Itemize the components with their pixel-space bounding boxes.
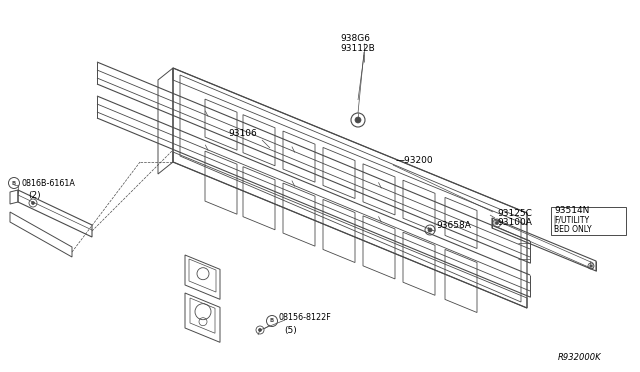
Text: 93112B: 93112B — [340, 44, 375, 52]
Circle shape — [495, 221, 499, 224]
Text: 93658A: 93658A — [436, 221, 471, 230]
Text: 938G6: 938G6 — [340, 33, 370, 42]
Text: B: B — [12, 180, 16, 186]
Text: (2): (2) — [28, 190, 40, 199]
FancyBboxPatch shape — [551, 207, 626, 235]
Text: —93200: —93200 — [396, 155, 434, 164]
Text: 93125C: 93125C — [497, 208, 532, 218]
Text: 0816B-6161A: 0816B-6161A — [21, 179, 75, 187]
Circle shape — [259, 328, 262, 331]
Circle shape — [590, 265, 592, 267]
Text: 93100A: 93100A — [497, 218, 532, 227]
Text: (5): (5) — [284, 326, 297, 334]
Text: BED ONLY: BED ONLY — [554, 224, 591, 234]
Text: 93514N: 93514N — [554, 205, 589, 215]
Circle shape — [355, 117, 361, 123]
Text: B: B — [270, 318, 274, 324]
Text: 08156-8122F: 08156-8122F — [279, 314, 332, 323]
Text: F/UTILITY: F/UTILITY — [554, 215, 589, 224]
Text: 93106: 93106 — [228, 128, 257, 138]
Circle shape — [31, 202, 35, 205]
Text: R932000K: R932000K — [558, 353, 602, 362]
Circle shape — [428, 228, 432, 232]
